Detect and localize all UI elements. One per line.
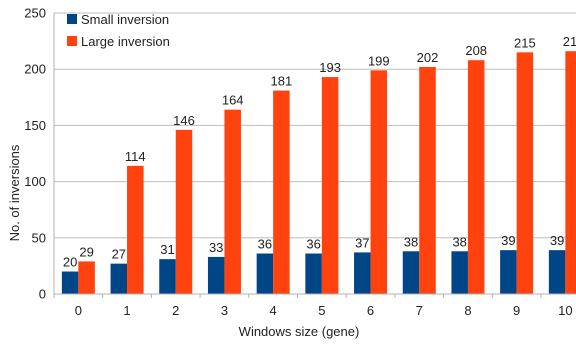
axes: 0 50 100 150 200 250 0 1 2 3 4 5 6 7 8 9 10 [24,6,576,318]
bar-small-9 [500,250,517,294]
data-label-large-9: 215 [514,35,536,50]
bar-large-9 [516,52,534,295]
bar-small-8 [451,251,468,294]
y-tick-label-0: 0 [39,287,46,302]
data-label-small-4: 36 [258,237,272,252]
bar-small-4 [256,253,274,294]
bar-large-3 [224,109,241,294]
data-label-large-6: 199 [368,53,390,68]
data-label-small-1: 27 [112,247,126,262]
data-label-small-8: 38 [452,234,466,249]
bar-large-5 [321,77,339,295]
legend-swatch-small [67,14,77,24]
y-tick-label-200: 200 [24,62,46,77]
bar-large-8 [467,60,485,294]
data-label-large-7: 202 [417,50,439,65]
bar-large-4 [273,90,290,294]
bar-large-7 [419,66,436,295]
data-label-large-2: 146 [173,113,195,128]
x-tick-label-7: 7 [416,303,423,318]
data-label-small-9: 39 [501,233,515,248]
data-label-large-4: 181 [271,74,293,89]
bar-large-0 [78,261,95,294]
data-label-large-3: 164 [222,93,244,108]
data-label-large-10: 216 [563,34,576,49]
legend-label-large: Large inversion [81,34,170,49]
legend-label-small: Small inversion [81,12,169,27]
data-label-small-5: 36 [306,237,320,252]
x-tick-label-5: 5 [318,303,325,318]
data-label-small-2: 31 [160,242,174,257]
bar-large-6 [370,70,388,294]
bar-small-2 [159,259,176,294]
data-label-small-6: 37 [355,235,369,250]
x-tick-label-4: 4 [270,303,277,318]
x-axis-title: Windows size (gene) [239,324,360,339]
data-label-small-0: 20 [63,255,77,270]
x-tick-label-2: 2 [172,303,179,318]
bars [61,51,576,295]
x-tick-label-3: 3 [221,303,228,318]
data-label-small-7: 38 [404,234,418,249]
data-label-large-5: 193 [319,60,341,75]
bar-large-10 [565,51,576,294]
bar-small-1 [110,263,128,294]
bar-small-10 [548,250,566,294]
y-axis-title: No. of inversions [7,144,22,241]
x-tick-label-0: 0 [75,303,82,318]
data-label-small-3: 33 [209,240,223,255]
x-tick-label-9: 9 [513,303,520,318]
bar-small-7 [402,251,420,294]
x-tick-label-10: 10 [558,303,572,318]
bar-large-1 [127,165,144,294]
data-label-large-8: 208 [465,43,487,58]
y-tick-label-50: 50 [32,230,46,245]
bar-small-6 [354,252,371,294]
bar-small-5 [305,253,322,294]
y-tick-label-150: 150 [24,118,46,133]
data-label-small-10: 39 [550,233,564,248]
legend-swatch-large [67,36,77,46]
x-tick-label-1: 1 [123,303,130,318]
data-label-large-0: 29 [79,244,93,259]
data-label-large-1: 114 [125,149,146,164]
y-tick-label-250: 250 [24,6,46,21]
bar-large-2 [175,129,193,294]
bar-small-0 [61,271,79,294]
legend: Small inversion Large inversion [67,12,170,49]
bar-small-3 [207,256,225,294]
x-tick-label-8: 8 [464,303,471,318]
x-tick-label-6: 6 [367,303,374,318]
y-tick-label-100: 100 [24,174,46,189]
